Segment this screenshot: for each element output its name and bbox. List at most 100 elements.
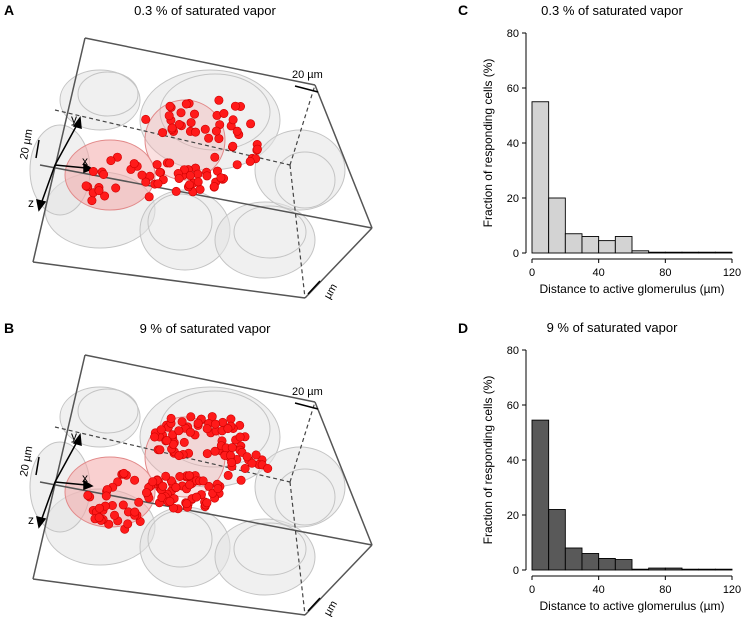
scale-label-top-b: 20 µm <box>292 386 323 398</box>
cell-dot <box>210 419 220 429</box>
histogram-bar <box>614 559 633 571</box>
cell-dot <box>174 120 184 130</box>
cell-dot <box>200 124 210 134</box>
histogram-bar <box>548 509 566 571</box>
cell-dot <box>179 437 189 447</box>
cell-dot <box>232 160 242 170</box>
x-axis-label: Distance to active glomerulus (µm) <box>540 282 725 296</box>
scale-bar-left-a <box>35 139 40 159</box>
panel-letter-b: B <box>4 320 15 336</box>
cell-dot <box>100 191 110 201</box>
cell-dot <box>164 111 174 121</box>
histogram-bar <box>664 567 683 571</box>
cell-dot <box>216 173 226 183</box>
cell-dot <box>94 186 104 196</box>
cell-dot <box>99 170 109 180</box>
cell-dot <box>137 170 147 180</box>
histogram-bar <box>564 547 583 571</box>
histogram-bar <box>648 567 666 571</box>
cell-dot <box>134 497 144 507</box>
y-tick-label: 40 <box>507 138 519 150</box>
cell-dot <box>185 180 195 190</box>
cell-dot <box>198 476 208 486</box>
axis-y-label-a: y <box>71 112 77 126</box>
x-tick-label: 120 <box>723 584 741 596</box>
cell-dot <box>236 475 246 485</box>
x-tick-label: 80 <box>659 267 671 279</box>
histogram-bar <box>681 568 700 571</box>
cell-dot <box>204 481 214 491</box>
axes-arrows-b <box>36 433 94 529</box>
scale-bar-bottom-a <box>307 280 321 295</box>
histogram-bar <box>531 101 550 254</box>
cell-dot <box>152 160 162 170</box>
y-tick-label: 80 <box>507 28 519 40</box>
y-tick-label: 20 <box>507 510 519 522</box>
cell-dot <box>191 492 201 502</box>
cell-dot <box>242 452 252 462</box>
x-tick-label: 0 <box>529 267 535 279</box>
cell-dot <box>230 101 240 111</box>
render-3d-a: y x z 20 µm 20 µm 20 µm <box>18 37 373 300</box>
responding-cells-a <box>81 95 262 206</box>
cell-dot <box>223 470 233 480</box>
histogram-bar <box>581 553 600 571</box>
y-axis-label: Fraction of responding cells (%) <box>481 59 495 228</box>
cell-dot <box>130 475 140 485</box>
cell-dot <box>167 123 177 133</box>
cell-dot <box>123 519 133 529</box>
histogram-bar <box>631 250 650 254</box>
histogram-bar <box>698 251 716 254</box>
cell-dot <box>165 158 175 168</box>
cell-dot <box>175 472 185 482</box>
y-axis-label: Fraction of responding cells (%) <box>481 376 495 545</box>
histogram-bar <box>714 568 733 571</box>
cell-dot <box>202 498 212 508</box>
cell-dot <box>227 443 237 453</box>
cell-dot <box>156 425 166 435</box>
cell-dot <box>246 119 256 129</box>
x-tick-label: 80 <box>659 584 671 596</box>
scale-bar-top-a <box>294 85 319 93</box>
cell-dot <box>213 484 223 494</box>
scale-label-left-b: 20 µm <box>18 445 35 477</box>
cell-dot <box>171 186 181 196</box>
axis-x-label-a: x <box>82 154 88 168</box>
cell-dot <box>185 171 195 181</box>
cell-dot <box>95 503 105 513</box>
cell-dot <box>119 468 129 478</box>
cell-dot <box>174 451 184 461</box>
cell-dot <box>204 133 214 143</box>
cell-dot <box>245 156 255 166</box>
cell-dot <box>185 480 195 490</box>
cell-dot <box>202 449 212 459</box>
cell-dot <box>181 99 191 109</box>
cell-dot <box>166 413 176 423</box>
histogram-bar <box>564 233 583 254</box>
cell-dot <box>223 424 233 434</box>
x-axis-label: Distance to active glomerulus (µm) <box>540 599 725 613</box>
cell-dot <box>171 482 181 492</box>
histogram-bar <box>648 251 666 254</box>
histogram-bar <box>531 419 550 571</box>
cell-dot <box>247 458 257 468</box>
cell-dot <box>106 156 116 166</box>
cell-dot <box>195 184 205 194</box>
cell-dot <box>155 445 165 455</box>
scale-bar-top-b <box>294 402 319 410</box>
cell-dot <box>153 179 163 189</box>
cell-dot <box>202 171 212 181</box>
cell-dot <box>142 488 152 498</box>
histogram-bar <box>631 568 650 571</box>
histogram-d: 9 % of saturated vapor 0 20 40 60 80 Fraction … <box>481 320 741 613</box>
histogram-bar <box>714 251 733 254</box>
cell-dot <box>158 128 168 138</box>
render-3d-b: y x z 20 µm 20 µm 20 µm <box>18 354 373 617</box>
histogram-bar <box>664 251 683 254</box>
cell-dot <box>193 177 203 187</box>
panel-a-title: 0.3 % of saturated vapor <box>134 3 276 18</box>
cell-dot <box>214 95 224 105</box>
cell-dot <box>141 114 151 124</box>
panel-letter-c: C <box>458 2 469 18</box>
cell-dot <box>130 507 140 517</box>
